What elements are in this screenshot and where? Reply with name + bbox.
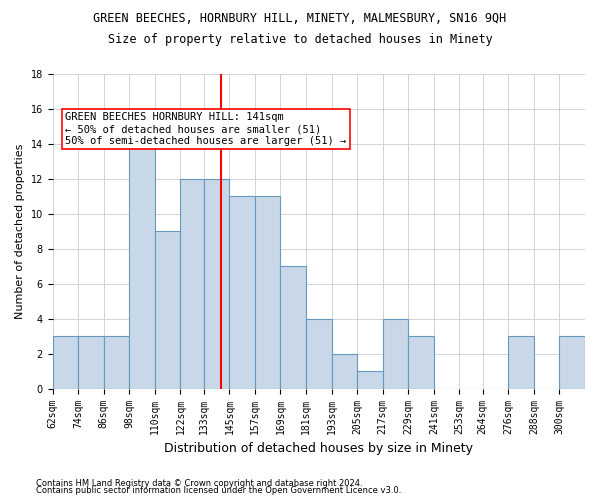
Text: GREEN BEECHES HORNBURY HILL: 141sqm
← 50% of detached houses are smaller (51)
50: GREEN BEECHES HORNBURY HILL: 141sqm ← 50… [65,112,347,146]
Text: GREEN BEECHES, HORNBURY HILL, MINETY, MALMESBURY, SN16 9QH: GREEN BEECHES, HORNBURY HILL, MINETY, MA… [94,12,506,26]
Bar [229,196,255,388]
Bar [383,319,408,388]
Bar [408,336,434,388]
Bar [255,196,280,388]
Bar [280,266,306,388]
Bar [306,319,332,388]
Bar [559,336,585,388]
Bar [332,354,357,388]
Bar [53,336,78,388]
Bar [78,336,104,388]
Bar [357,371,383,388]
Bar [508,336,534,388]
Bar [130,144,155,388]
Bar [181,179,204,388]
Bar [155,232,181,388]
Bar [104,336,130,388]
Text: Contains public sector information licensed under the Open Government Licence v3: Contains public sector information licen… [36,486,401,495]
Text: Contains HM Land Registry data © Crown copyright and database right 2024.: Contains HM Land Registry data © Crown c… [36,478,362,488]
Y-axis label: Number of detached properties: Number of detached properties [15,144,25,319]
X-axis label: Distribution of detached houses by size in Minety: Distribution of detached houses by size … [164,442,473,455]
Text: Size of property relative to detached houses in Minety: Size of property relative to detached ho… [107,32,493,46]
Bar [204,179,229,388]
